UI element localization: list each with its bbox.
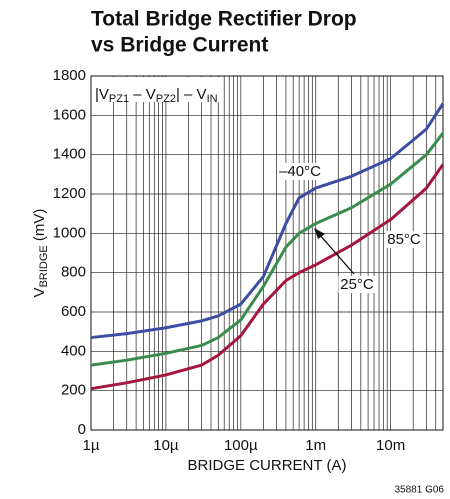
x-tick-label: 10µ xyxy=(153,437,179,454)
label-background xyxy=(338,275,376,293)
box-label-part: |V xyxy=(95,86,109,103)
series-label: –40°C xyxy=(279,163,321,180)
series-line xyxy=(90,132,445,367)
chart-title: Total Bridge Rectifier Drop xyxy=(91,8,357,31)
arrow-line xyxy=(318,233,355,275)
y-tick-label: 200 xyxy=(61,382,86,399)
x-tick-label: 1m xyxy=(305,437,326,454)
series-label: 85°C xyxy=(387,231,421,248)
box-label: |VPZ1 – VPZ2| – VIN xyxy=(95,86,218,105)
y-axis-label: VBRIDGE (mV) xyxy=(31,209,50,298)
y-tick-label: 400 xyxy=(61,342,86,359)
y-tick-label: 600 xyxy=(61,303,86,320)
series-line xyxy=(90,102,445,340)
arrow-head xyxy=(314,228,325,239)
box-label-background xyxy=(92,77,223,102)
label-background xyxy=(385,230,423,248)
box-label-part: | – V xyxy=(176,86,207,103)
y-label-part: (mV) xyxy=(31,209,48,246)
x-axis-label: BRIDGE CURRENT (A) xyxy=(188,457,347,474)
y-tick-label: 1800 xyxy=(53,67,86,84)
y-tick-label: 1200 xyxy=(53,185,86,202)
box-label-part: – V xyxy=(129,86,156,103)
x-tick-label: 10m xyxy=(376,437,405,454)
x-tick-label: 1µ xyxy=(83,437,100,454)
y-label-part: V xyxy=(31,287,48,297)
y-tick-label: 1000 xyxy=(53,224,86,241)
plot-frame xyxy=(90,75,444,431)
y-label-part: BRIDGE xyxy=(38,245,50,287)
label-background xyxy=(277,162,324,180)
y-tick-label: 1400 xyxy=(53,146,86,163)
series-line xyxy=(90,163,445,391)
box-label-part: PZ1 xyxy=(109,93,129,105)
series-label: 25°C xyxy=(340,276,374,293)
x-tick-label: 100µ xyxy=(224,437,258,454)
y-tick-label: 800 xyxy=(61,264,86,281)
y-tick-label: 1600 xyxy=(53,106,86,123)
chart-title: vs Bridge Current xyxy=(91,34,268,57)
footer: 35881 G06 xyxy=(395,485,445,496)
box-label-part: IN xyxy=(207,93,218,105)
box-label-part: PZ2 xyxy=(156,93,176,105)
y-tick-label: 0 xyxy=(78,421,86,438)
